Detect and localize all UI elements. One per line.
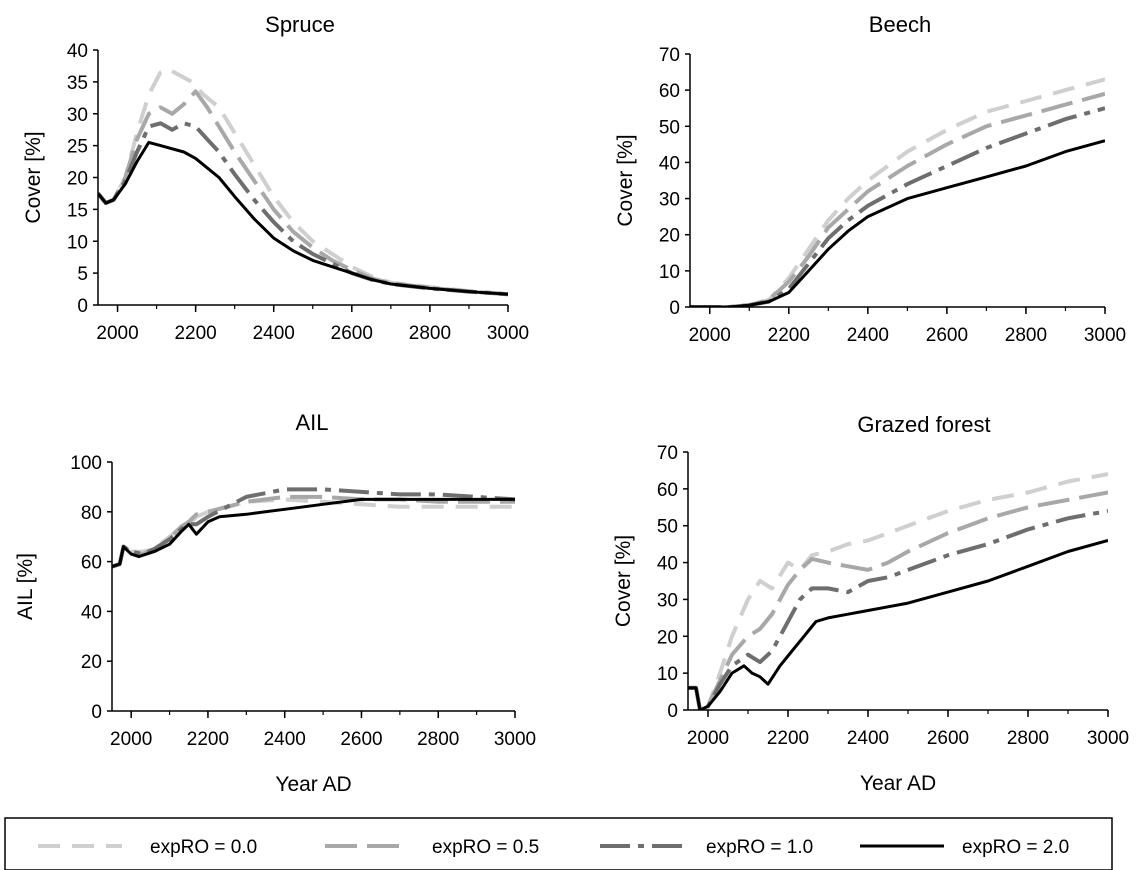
y-tick-label: 25 [67, 137, 88, 158]
chart-title: Grazed forest [857, 412, 990, 437]
y-tick-label: 60 [657, 480, 678, 501]
y-tick-label: 10 [659, 262, 680, 283]
legend-label-expro-0-5: expRO = 0.5 [432, 837, 539, 858]
y-tick-label: 50 [657, 517, 678, 538]
x-tick-label: 2400 [264, 729, 306, 750]
chart-title: Beech [869, 12, 931, 37]
series-line-expro-1-0 [688, 509, 1108, 710]
x-tick-label: 2200 [187, 729, 229, 750]
series-line-expro-0-5 [690, 91, 1105, 307]
y-tick-label: 5 [77, 264, 88, 285]
y-tick-label: 0 [667, 701, 678, 722]
y-tick-label: 0 [669, 298, 680, 319]
legend-box [4, 817, 1113, 870]
x-tick-label: 2400 [847, 728, 889, 749]
series-line-expro-1-0 [112, 487, 515, 569]
y-tick-label: 20 [657, 627, 678, 648]
x-tick-label: 2600 [331, 323, 373, 344]
y-axis-label: Cover [%] [614, 134, 637, 226]
x-tick-label: 3000 [1084, 325, 1126, 346]
legend-label-expro-1-0: expRO = 1.0 [706, 837, 813, 858]
y-axis-label: Cover [%] [22, 131, 45, 223]
series-line-expro-0-0 [690, 77, 1105, 307]
x-tick-label: 2600 [927, 728, 969, 749]
x-tick-label: 2200 [768, 325, 810, 346]
series-line-expro-2-0 [112, 497, 515, 569]
legend: expRO = 0.0 expRO = 0.5 expRO = 1.0 expRO =… [4, 817, 1113, 870]
chart-panel-beech: 0 10 20 30 40 50 60 70 2000 2200 2400 2600 2800 3000 B… [614, 12, 1126, 346]
y-tick-label: 20 [659, 226, 680, 247]
y-tick-label: 40 [659, 153, 680, 174]
series-line-expro-2-0 [98, 140, 508, 296]
x-tick-label: 2200 [767, 728, 809, 749]
series-line-expro-1-0 [98, 121, 508, 297]
y-axis-label: Cover [%] [612, 535, 635, 627]
y-tick-label: 30 [659, 190, 680, 211]
y-tick-label: 50 [659, 117, 680, 138]
chart-title: Spruce [265, 12, 335, 37]
x-tick-label: 2400 [847, 325, 889, 346]
y-tick-label: 60 [659, 81, 680, 102]
x-tick-label: 2600 [340, 729, 382, 750]
series-line-expro-0-0 [98, 67, 508, 297]
y-tick-label: 80 [81, 503, 102, 524]
y-tick-label: 10 [67, 232, 88, 253]
x-tick-label: 2000 [689, 325, 731, 346]
series-line-expro-0-0 [112, 497, 515, 569]
x-tick-label: 2400 [253, 323, 295, 344]
y-tick-label: 30 [657, 590, 678, 611]
x-tick-label: 2200 [174, 323, 216, 344]
x-axis-label: Year AD [275, 773, 351, 796]
y-tick-label: 70 [659, 45, 680, 66]
y-tick-label: 40 [81, 602, 102, 623]
y-tick-label: 35 [67, 73, 88, 94]
x-tick-label: 2800 [409, 323, 451, 344]
y-axis-label: AIL [%] [14, 553, 37, 620]
series-line-expro-2-0 [688, 539, 1108, 710]
series-line-expro-1-0 [690, 106, 1105, 307]
series-line-expro-2-0 [690, 139, 1105, 307]
x-tick-label: 2800 [1007, 728, 1049, 749]
y-tick-label: 60 [81, 553, 102, 574]
x-tick-label: 2000 [96, 323, 138, 344]
y-tick-label: 70 [657, 443, 678, 464]
x-tick-label: 2000 [110, 729, 152, 750]
x-tick-label: 3000 [1087, 728, 1129, 749]
y-tick-label: 20 [67, 169, 88, 190]
y-tick-label: 100 [70, 453, 102, 474]
y-tick-label: 40 [657, 554, 678, 575]
x-tick-label: 2000 [687, 728, 729, 749]
x-tick-label: 3000 [494, 729, 536, 750]
x-tick-label: 2800 [1005, 325, 1047, 346]
y-tick-label: 15 [67, 200, 88, 221]
y-tick-label: 40 [67, 41, 88, 62]
x-tick-label: 2600 [926, 325, 968, 346]
chart-title: AIL [295, 410, 328, 435]
chart-panel-grazed-forest: 0 10 20 30 40 50 60 70 2000 2200 2400 2600 2800 3000 G… [612, 412, 1129, 795]
series-line-expro-0-0 [688, 472, 1108, 710]
chart-panel-ail: 0 20 40 60 80 100 2000 2200 2400 2600 2800 3000 AIL A… [14, 410, 536, 796]
x-tick-label: 2800 [417, 729, 459, 750]
chart-panel-spruce: 0 5 10 15 20 25 30 35 40 2000 2200 2400 2600 2800 3000… [22, 12, 529, 344]
legend-label-expro-2-0: expRO = 2.0 [962, 837, 1069, 858]
y-tick-label: 0 [77, 296, 88, 317]
x-tick-label: 3000 [487, 323, 529, 344]
y-tick-label: 0 [91, 702, 102, 723]
y-tick-label: 10 [657, 664, 678, 685]
y-tick-label: 30 [67, 105, 88, 126]
x-axis-label: Year AD [860, 772, 936, 795]
legend-label-expro-0-0: expRO = 0.0 [150, 837, 257, 858]
y-tick-label: 20 [81, 652, 102, 673]
